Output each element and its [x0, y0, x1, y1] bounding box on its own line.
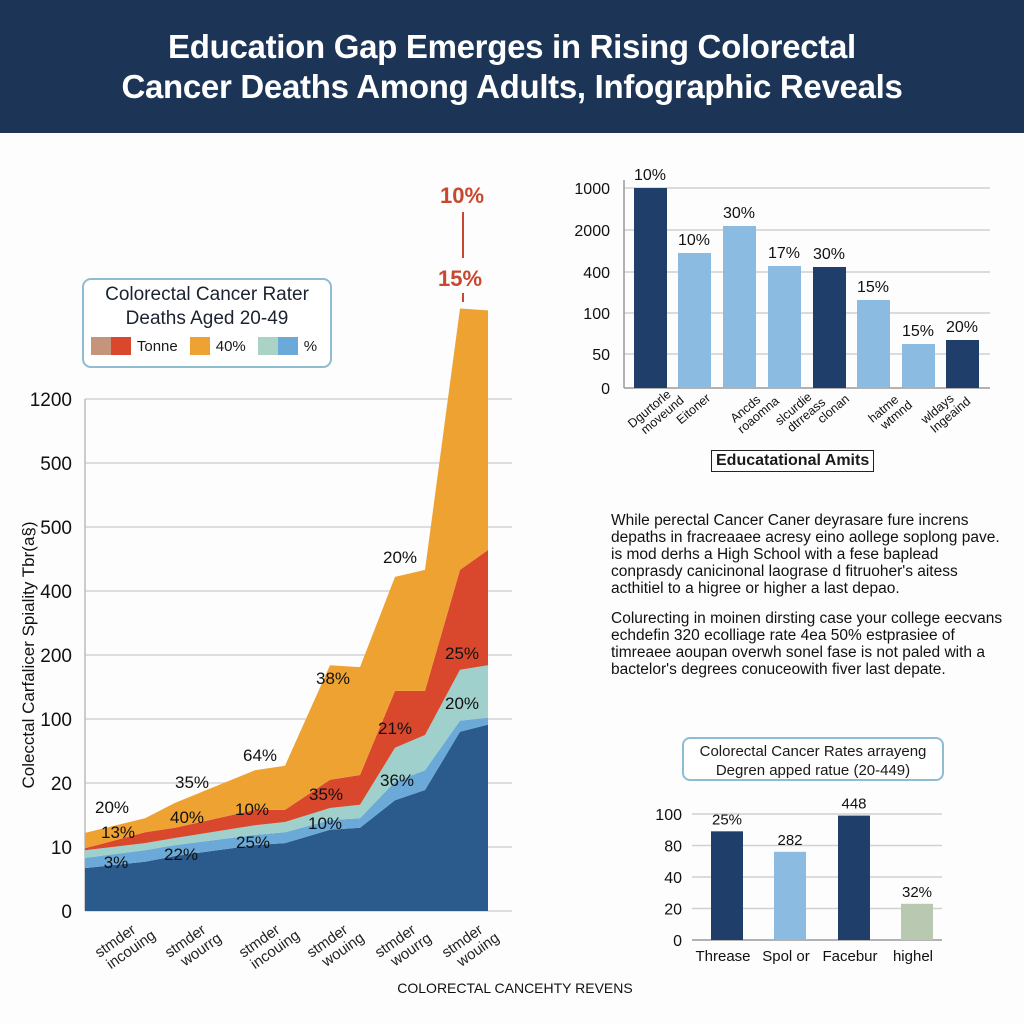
legend-label: %	[303, 337, 318, 355]
bar	[768, 266, 801, 388]
bar	[813, 267, 846, 388]
area-layer-2	[85, 665, 488, 858]
y-tick-label: 500	[40, 454, 72, 475]
small-chart-title: Colorectal Cancer Rates arrayeng Degren …	[682, 737, 944, 781]
bar	[711, 831, 743, 940]
bar	[678, 253, 711, 388]
data-label: 36%	[380, 771, 414, 790]
y-tick-label: 1000	[574, 181, 610, 198]
data-label: 13%	[101, 823, 135, 842]
data-label: 30%	[813, 246, 845, 263]
data-label: 25%	[712, 811, 742, 828]
data-label: 15%	[902, 323, 934, 340]
y-tick-label: 400	[583, 265, 610, 282]
legend-items: Tonne 40%%	[84, 337, 330, 355]
area-layer-1	[85, 717, 488, 869]
y-tick-label: 200	[40, 646, 72, 667]
callout-bottom-label: 15%	[438, 266, 482, 291]
y-tick-label: 100	[655, 807, 682, 824]
data-label: 40%	[170, 808, 204, 827]
paragraph-2: Colurecting in moinen dirsting case your…	[611, 610, 1003, 678]
data-label: 448	[841, 796, 866, 813]
legend: Colorectal Cancer Rater Deaths Aged 20-4…	[82, 278, 332, 368]
data-label: 25%	[445, 644, 479, 663]
legend-swatch	[90, 337, 131, 355]
legend-label: Tonne	[136, 337, 178, 355]
small-chart-title-1: Colorectal Cancer Rates arrayeng	[699, 743, 927, 760]
bar	[723, 226, 756, 388]
x-tick-label: Spol or	[762, 948, 810, 965]
data-label: 35%	[309, 785, 343, 804]
y-tick-label: 10	[51, 838, 72, 859]
data-label: 20%	[383, 548, 417, 567]
data-label: 35%	[175, 773, 209, 792]
y-tick-label: 20	[664, 902, 682, 919]
bar	[774, 851, 806, 940]
x-axis-title: COLORECTAL CANCEHTY REVENS	[397, 980, 632, 996]
y-tick-label: 20	[51, 774, 72, 795]
area-layer-4	[85, 308, 488, 849]
x-tick-label: Facebur	[822, 948, 877, 965]
legend-swatch	[257, 337, 298, 355]
data-label: 30%	[723, 205, 755, 222]
data-label: 10%	[235, 800, 269, 819]
header-banner: Education Gap Emerges in Rising Colorect…	[0, 0, 1024, 133]
data-label: 15%	[857, 279, 889, 296]
data-label: 10%	[634, 167, 666, 184]
data-label: 20%	[946, 319, 978, 336]
callout-top-label: 10%	[440, 183, 484, 208]
data-label: 10%	[678, 232, 710, 249]
legend-label: 40%	[215, 337, 246, 355]
x-tick-label: Threase	[695, 948, 750, 965]
data-label: 282	[777, 832, 802, 849]
y-tick-label: 0	[601, 381, 610, 398]
y-axis-title: Colecctal Carfalicer Spiality Tbr(a§)	[19, 521, 38, 788]
headline-line-1: Education Gap Emerges in Rising Colorect…	[168, 27, 856, 65]
bar-chart-title: Educatational Amits	[711, 450, 875, 472]
y-tick-label: 100	[583, 306, 610, 323]
y-tick-label: 1200	[30, 390, 72, 411]
data-label: 20%	[445, 694, 479, 713]
area-layer-3	[85, 550, 488, 851]
bar	[857, 300, 890, 388]
y-tick-label: 50	[592, 347, 610, 364]
data-label: 10%	[308, 814, 342, 833]
x-tick-label: wldaysIngeaind	[918, 384, 974, 437]
data-label: 3%	[104, 853, 129, 872]
legend-title-2: Deaths Aged 20-49	[125, 308, 289, 329]
headline-line-2: Cancer Deaths Among Adults, Infographic …	[121, 67, 903, 105]
bar	[901, 903, 933, 940]
data-label: 32%	[902, 884, 932, 901]
paragraph-1: While perectal Cancer Caner deyrasare fu…	[611, 512, 1000, 597]
area-layer-0	[85, 724, 488, 911]
bar	[946, 340, 979, 388]
legend-swatch	[189, 337, 210, 355]
y-tick-label: 400	[40, 582, 72, 603]
bar	[838, 815, 870, 940]
small-chart-title-2: Degren apped ratue (20-449)	[715, 762, 911, 779]
bar	[902, 344, 935, 388]
y-tick-label: 2000	[574, 223, 610, 240]
y-tick-label: 0	[61, 902, 72, 923]
data-label: 21%	[378, 719, 412, 738]
y-tick-label: 100	[40, 710, 72, 731]
data-label: 22%	[164, 845, 198, 864]
y-tick-label: 500	[40, 518, 72, 539]
x-tick-label: highel	[893, 948, 933, 965]
data-label: 64%	[243, 746, 277, 765]
y-tick-label: 0	[673, 933, 682, 950]
legend-title-1: Colorectal Cancer Rater	[105, 284, 309, 305]
data-label: 25%	[236, 833, 270, 852]
y-tick-label: 40	[664, 870, 682, 887]
data-label: 38%	[316, 669, 350, 688]
data-label: 17%	[768, 245, 800, 262]
y-tick-label: 80	[664, 839, 682, 856]
bar	[634, 188, 667, 388]
data-label: 20%	[95, 798, 129, 817]
